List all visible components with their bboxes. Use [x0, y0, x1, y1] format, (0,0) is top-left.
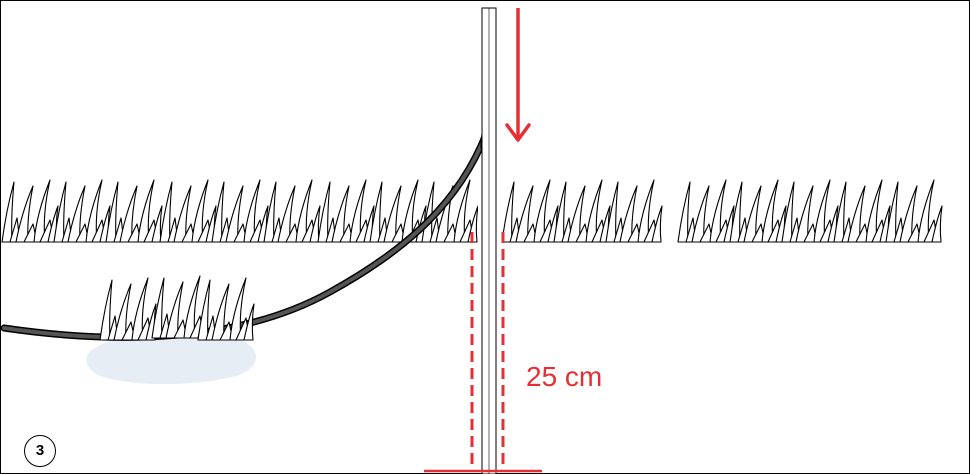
ground-stake	[481, 7, 497, 474]
small-grass-tuft	[99, 275, 255, 341]
step-number-badge: 3	[24, 435, 56, 467]
ground-shadow	[86, 333, 257, 385]
depth-measurement-label: 25 cm	[526, 361, 603, 392]
down-arrow-icon	[505, 8, 531, 142]
